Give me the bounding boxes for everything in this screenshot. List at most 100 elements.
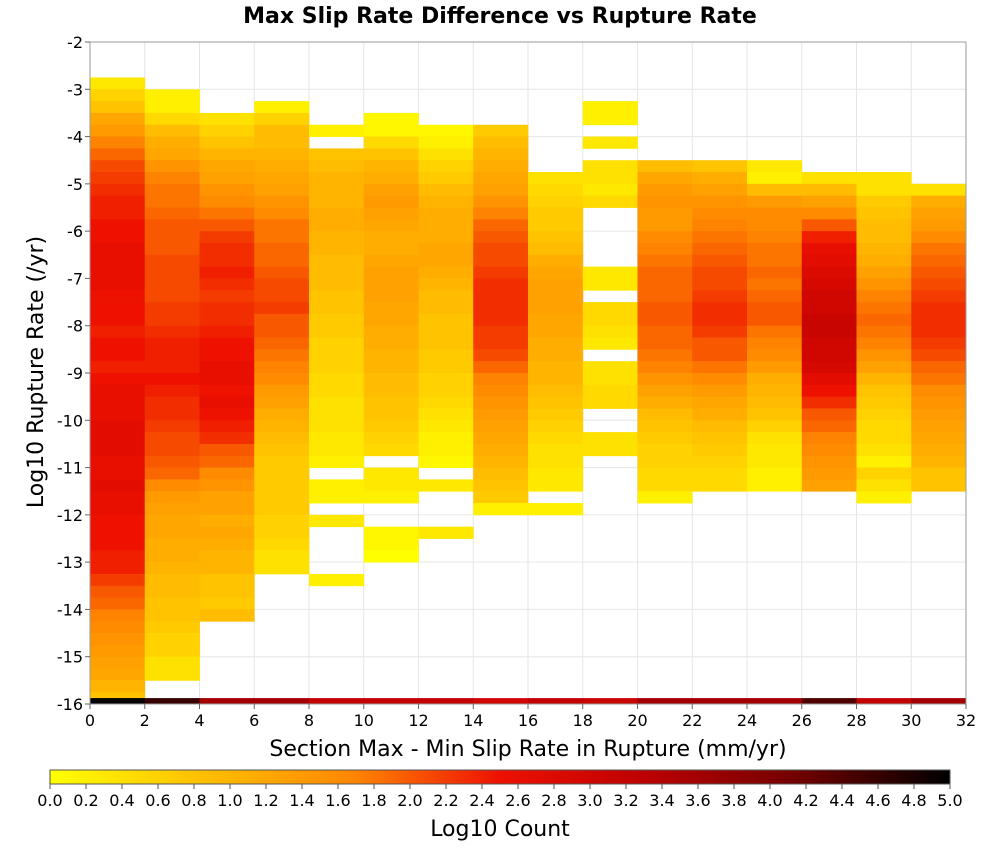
heatmap-cell [254, 278, 310, 291]
heatmap-cell [801, 290, 857, 303]
heatmap-cell [254, 124, 310, 137]
heatmap-cell [692, 290, 748, 303]
heatmap-cell [528, 408, 584, 421]
heatmap-cell [254, 514, 310, 528]
heatmap-cell [637, 698, 693, 704]
heatmap-cell [418, 420, 474, 433]
heatmap-cell [473, 207, 529, 220]
heatmap-cell [254, 148, 310, 161]
heatmap-cell [363, 219, 419, 232]
colorbar-ticks: 0.0 0.2 0.4 0.6 0.8 1.0 1.2 1.4 1.6 1.8 2.0 2.2 2.4 2… [37, 784, 963, 810]
heatmap-cell [528, 373, 584, 386]
heatmap-cell [309, 349, 365, 362]
chart-title: Max Slip Rate Difference vs Rupture Rate [243, 4, 757, 29]
heatmap-cell [582, 112, 638, 126]
heatmap-cell [144, 254, 200, 268]
colorbar-tick-label: 0.0 [37, 791, 62, 810]
heatmap-cell [199, 325, 255, 338]
heatmap-cell [528, 432, 584, 445]
heatmap-cell [637, 325, 693, 338]
heatmap-cell [363, 361, 419, 374]
heatmap-cell [309, 455, 365, 468]
heatmap-cell [309, 420, 365, 433]
heatmap-cell [747, 172, 803, 185]
heatmap-cell [637, 491, 693, 504]
colorbar-tick-label: 3.0 [577, 791, 602, 810]
heatmap-cell [473, 479, 529, 492]
heatmap-cell [747, 207, 803, 220]
heatmap-cell [144, 573, 200, 587]
heatmap-cell [856, 254, 912, 268]
heatmap-cell [637, 373, 693, 386]
heatmap-cell [582, 313, 638, 327]
heatmap-cell [199, 290, 255, 303]
heatmap-cell [309, 361, 365, 374]
heatmap-cell [856, 408, 912, 421]
heatmap-cell [747, 313, 803, 327]
heatmap-cell [418, 136, 474, 149]
heatmap-cell [144, 538, 200, 551]
heatmap-cell [856, 467, 912, 480]
heatmap-cell [199, 337, 255, 350]
heatmap-cell [418, 479, 474, 492]
heatmap-cell [144, 668, 200, 681]
heatmap-cell [363, 443, 419, 457]
y-axis-label: Log10 Rupture Rate (/yr) [24, 236, 49, 508]
heatmap-cell [254, 160, 310, 173]
heatmap-cell [911, 302, 967, 315]
heatmap-cell [473, 124, 529, 137]
heatmap-cell [309, 432, 365, 445]
heatmap-cell [801, 384, 857, 398]
heatmap-cell [418, 455, 474, 468]
heatmap-cell [90, 562, 146, 575]
heatmap-cell [473, 455, 529, 468]
heatmap-cell [473, 503, 529, 516]
heatmap-cell [747, 443, 803, 457]
x-axis-label: Section Max - Min Slip Rate in Rupture (… [269, 737, 786, 762]
heatmap-cell [473, 254, 529, 268]
heatmap-cell [254, 432, 310, 445]
heatmap-cell [199, 361, 255, 374]
heatmap-cell [144, 124, 200, 137]
heatmap-cell [856, 183, 912, 197]
heatmap-cell [363, 432, 419, 445]
heatmap-cell [528, 219, 584, 232]
heatmap-cell [144, 183, 200, 197]
heatmap-cell [692, 384, 748, 398]
heatmap-cell [582, 183, 638, 197]
heatmap-cell [747, 479, 803, 492]
heatmap-cell [363, 373, 419, 386]
heatmap-cell [90, 668, 146, 681]
heatmap-cell [309, 514, 365, 528]
heatmap-cell [528, 313, 584, 327]
colorbar-tick-label: 1.6 [325, 791, 350, 810]
heatmap-cell [637, 396, 693, 409]
heatmap-cell [363, 467, 419, 480]
heatmap-cell [363, 160, 419, 173]
heatmap-cell [801, 698, 857, 704]
heatmap-cell [747, 373, 803, 386]
heatmap-cell [309, 337, 365, 350]
heatmap-cell [856, 195, 912, 208]
heatmap-cell [692, 325, 748, 338]
heatmap-cell [254, 195, 310, 208]
heatmap-cell [144, 396, 200, 409]
heatmap-cell [144, 644, 200, 658]
x-tick-label: 14 [463, 711, 483, 730]
heatmap-cell [418, 302, 474, 315]
y-tick-label: -5 [67, 175, 83, 194]
heatmap-cell [856, 325, 912, 338]
heatmap-cell [90, 77, 146, 90]
y-tick-label: -6 [67, 222, 83, 241]
heatmap-cell [144, 408, 200, 421]
heatmap-cell [144, 278, 200, 291]
heatmap-cell [801, 479, 857, 492]
x-axis-ticks: 0 2 4 6 8 10 12 14 16 18 20 22 24 26 28 30 32 [85, 704, 976, 730]
heatmap-cell [801, 266, 857, 279]
heatmap-cell [309, 573, 365, 587]
y-tick-label: -16 [57, 695, 83, 714]
heatmap-cell [418, 396, 474, 409]
colorbar-tick-label: 0.2 [73, 791, 98, 810]
heatmap-cell [90, 526, 146, 539]
heatmap-cell [199, 195, 255, 208]
